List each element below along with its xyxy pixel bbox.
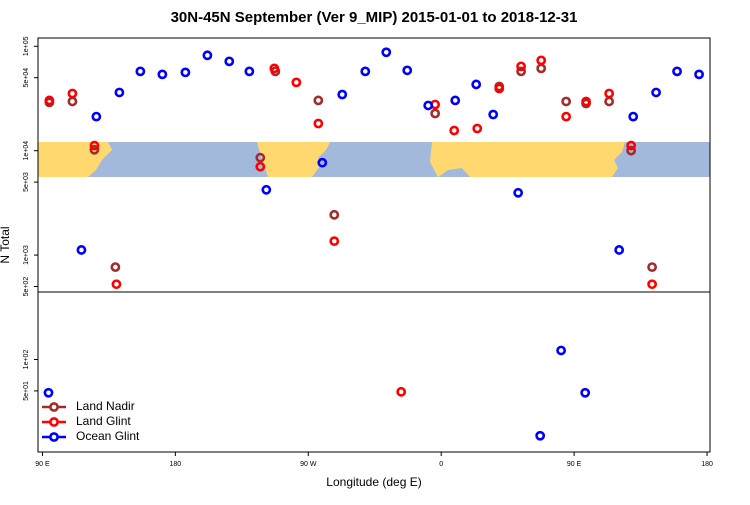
point (43, 387, 54, 398)
y-tick-label: 1e+04 (23, 141, 30, 161)
y-tick-label: 5e+02 (23, 277, 30, 297)
legend-label: Land Nadir (76, 399, 135, 413)
y-tick-label: 5e+03 (23, 172, 30, 192)
point (67, 88, 78, 99)
point (329, 209, 340, 220)
point (44, 95, 55, 106)
point (471, 79, 482, 90)
point (423, 100, 434, 111)
chart-title: 30N-45N September (Ver 9_MIP) 2015-01-01… (171, 9, 578, 26)
legend-marker (49, 432, 59, 442)
point (89, 140, 100, 151)
x-tick-label: 90 W (300, 461, 317, 468)
y-tick-label: 1e+03 (23, 245, 30, 265)
y-axis-label: N Total (0, 226, 12, 263)
point (317, 157, 328, 168)
point (647, 279, 658, 290)
point (360, 66, 371, 77)
x-axis-label: Longitude (deg E) (326, 475, 421, 489)
y-tick-label: 5e+01 (23, 381, 30, 401)
x-tick-label: 0 (439, 461, 443, 468)
point (110, 262, 121, 273)
point (135, 66, 146, 77)
point (261, 184, 272, 195)
point (694, 69, 704, 80)
point (329, 236, 340, 247)
point (396, 386, 407, 397)
point (313, 95, 324, 106)
point (672, 66, 682, 77)
point (269, 63, 280, 74)
point (488, 109, 499, 120)
point (337, 89, 348, 100)
point (449, 125, 460, 136)
point (626, 145, 637, 156)
point (516, 66, 527, 77)
point (450, 95, 461, 106)
point (535, 430, 546, 441)
point (581, 96, 591, 107)
point (224, 56, 235, 67)
legend-marker (49, 402, 59, 412)
point (626, 140, 637, 151)
point (536, 63, 547, 74)
point (604, 88, 615, 99)
point (91, 111, 102, 122)
point (180, 67, 191, 78)
point (556, 345, 567, 356)
point (580, 387, 591, 398)
point (561, 111, 572, 122)
point (89, 144, 100, 155)
point (402, 65, 413, 76)
point (157, 69, 168, 80)
point (381, 47, 392, 58)
y-tick-label: 1e+05 (23, 36, 30, 56)
point (255, 161, 266, 172)
plot-frame (37, 37, 711, 453)
point (114, 87, 125, 98)
point (513, 187, 524, 198)
point (430, 108, 441, 119)
point (561, 96, 572, 107)
point (291, 77, 302, 88)
point (472, 123, 483, 134)
legend-label: Ocean Glint (76, 429, 140, 443)
point (516, 61, 527, 72)
point (202, 50, 213, 61)
legend-label: Land Glint (76, 414, 131, 428)
point (604, 96, 615, 107)
x-tick-label: 90 E (35, 461, 50, 468)
y-tick-label: 5e+04 (23, 68, 30, 88)
land (430, 142, 625, 177)
land (38, 142, 112, 177)
point (494, 83, 505, 94)
point (67, 96, 78, 107)
point (614, 245, 625, 255)
point (651, 87, 661, 98)
land (257, 142, 330, 177)
point (628, 111, 639, 122)
x-tick-label: 90 E (567, 461, 582, 468)
point (647, 262, 658, 273)
point (111, 279, 122, 290)
y-tick-label: 1e+02 (23, 350, 30, 370)
point (76, 245, 87, 255)
x-tick-label: 180 (701, 461, 713, 468)
point (255, 152, 266, 163)
point (536, 55, 547, 66)
legend-marker (49, 417, 59, 427)
x-tick-label: 180 (170, 461, 182, 468)
point (313, 118, 324, 129)
point (244, 66, 255, 77)
map-strip (38, 142, 710, 177)
